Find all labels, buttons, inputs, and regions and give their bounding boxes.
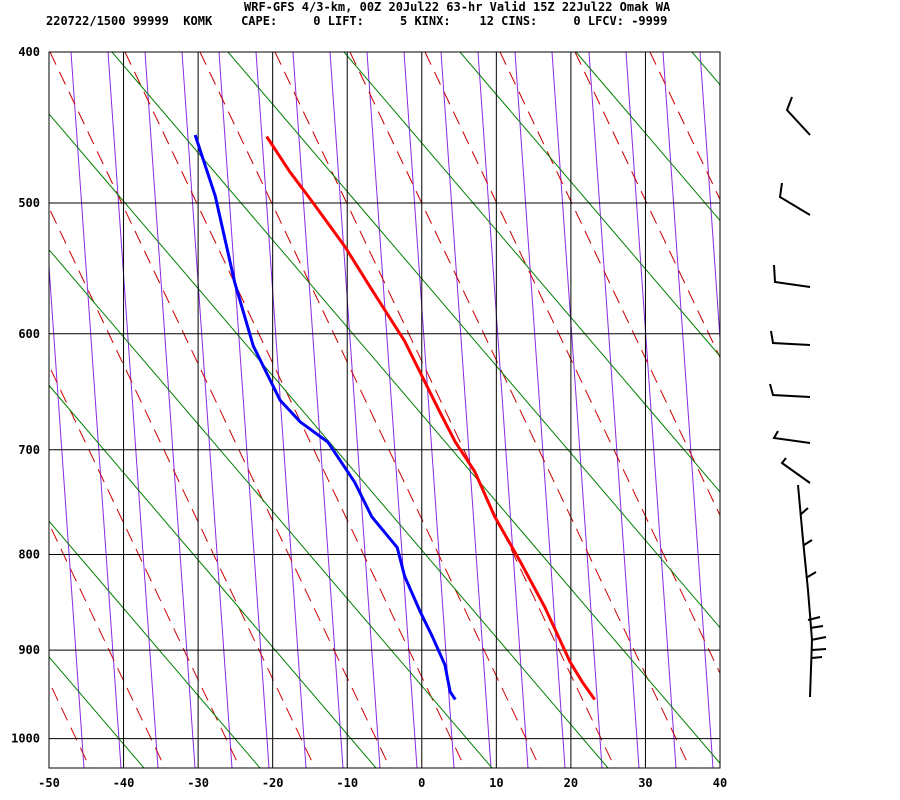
purple-line bbox=[292, 52, 344, 768]
wind-barb bbox=[769, 383, 811, 398]
purple-line bbox=[662, 52, 714, 768]
wind-barb bbox=[810, 636, 827, 641]
x-tick-label: 20 bbox=[564, 776, 578, 790]
dashed-red-line bbox=[49, 52, 391, 768]
green-line bbox=[691, 52, 720, 86]
purple-line bbox=[329, 52, 381, 768]
purple-line bbox=[218, 52, 270, 768]
purple-line bbox=[737, 52, 787, 768]
wind-barb bbox=[780, 457, 811, 484]
green-line bbox=[49, 248, 493, 768]
purple-line bbox=[255, 52, 307, 768]
y-tick-label: 900 bbox=[18, 643, 40, 657]
dashed-red-line bbox=[424, 52, 720, 675]
purple-line bbox=[107, 52, 159, 768]
stats-line: 220722/1500 99999 KOMK CAPE: 0 LIFT: 5 K… bbox=[46, 14, 668, 28]
dashed-red-line bbox=[725, 52, 900, 768]
green-line bbox=[49, 384, 377, 768]
wind-barb bbox=[785, 96, 811, 136]
purple-line bbox=[699, 52, 720, 346]
purple-line bbox=[144, 52, 196, 768]
wind-barb bbox=[770, 330, 811, 346]
dashed-red-line bbox=[0, 52, 15, 768]
x-tick-label: -10 bbox=[336, 776, 358, 790]
purple-line bbox=[588, 52, 640, 768]
chart-title: WRF-GFS 4/3-km, 00Z 20Jul22 63-hr Valid … bbox=[244, 0, 671, 14]
y-tick-label: 1000 bbox=[11, 732, 40, 746]
wind-barb bbox=[772, 430, 811, 444]
green-line bbox=[49, 656, 145, 768]
purple-line bbox=[0, 52, 47, 768]
purple-line bbox=[0, 52, 10, 768]
wind-barb bbox=[805, 571, 817, 579]
dashed-red-line bbox=[124, 52, 466, 768]
x-tick-label: 30 bbox=[638, 776, 652, 790]
background-lines bbox=[0, 52, 900, 768]
purple-line bbox=[625, 52, 677, 768]
x-tick-label: -40 bbox=[113, 776, 135, 790]
wind-barb bbox=[778, 182, 811, 216]
plot-frame bbox=[48, 51, 721, 769]
purple-line bbox=[366, 52, 418, 768]
dashed-red-line bbox=[274, 52, 616, 768]
purple-line bbox=[774, 52, 824, 768]
x-tick-label: 40 bbox=[713, 776, 727, 790]
temperature-line bbox=[265, 135, 596, 701]
green-line bbox=[343, 52, 720, 493]
purple-line bbox=[514, 52, 566, 768]
purple-line bbox=[477, 52, 529, 768]
wind-barb bbox=[811, 656, 823, 659]
green-line bbox=[49, 113, 609, 768]
dewpoint-line bbox=[193, 134, 457, 701]
dashed-red-line bbox=[649, 52, 720, 201]
purple-line bbox=[49, 259, 85, 768]
green-line bbox=[575, 52, 720, 222]
x-tick-label: -20 bbox=[262, 776, 284, 790]
y-tick-label: 600 bbox=[18, 327, 40, 341]
dashed-red-line bbox=[574, 52, 720, 359]
wind-barb bbox=[773, 264, 811, 288]
green-line bbox=[49, 520, 261, 768]
dashed-red-line bbox=[49, 206, 316, 768]
y-tick-label: 500 bbox=[18, 196, 40, 210]
green-line bbox=[459, 52, 720, 357]
dashed-red-line bbox=[349, 52, 691, 768]
dashed-red-line bbox=[49, 522, 166, 768]
green-line bbox=[111, 52, 720, 765]
wind-barb bbox=[807, 616, 821, 621]
y-tick-label: 800 bbox=[18, 547, 40, 561]
wind-barb bbox=[809, 625, 824, 629]
y-tick-label: 400 bbox=[18, 45, 40, 59]
green-line bbox=[0, 52, 28, 768]
wind-barb bbox=[799, 507, 809, 516]
wind-barb bbox=[803, 539, 813, 546]
purple-line bbox=[403, 52, 455, 768]
purple-line bbox=[70, 52, 122, 768]
dashed-red-line bbox=[800, 52, 900, 768]
y-tick-label: 700 bbox=[18, 443, 40, 457]
wind-barb bbox=[811, 648, 827, 651]
wind-barb-staff bbox=[797, 484, 814, 698]
purple-line bbox=[181, 52, 233, 768]
green-line bbox=[227, 52, 720, 629]
x-tick-label: -30 bbox=[187, 776, 209, 790]
dashed-red-line bbox=[199, 52, 541, 768]
dashed-red-line bbox=[499, 52, 720, 517]
purple-line bbox=[440, 52, 492, 768]
x-tick-label: -50 bbox=[38, 776, 60, 790]
x-tick-label: 10 bbox=[489, 776, 503, 790]
purple-line bbox=[551, 52, 603, 768]
x-tick-label: 0 bbox=[418, 776, 425, 790]
